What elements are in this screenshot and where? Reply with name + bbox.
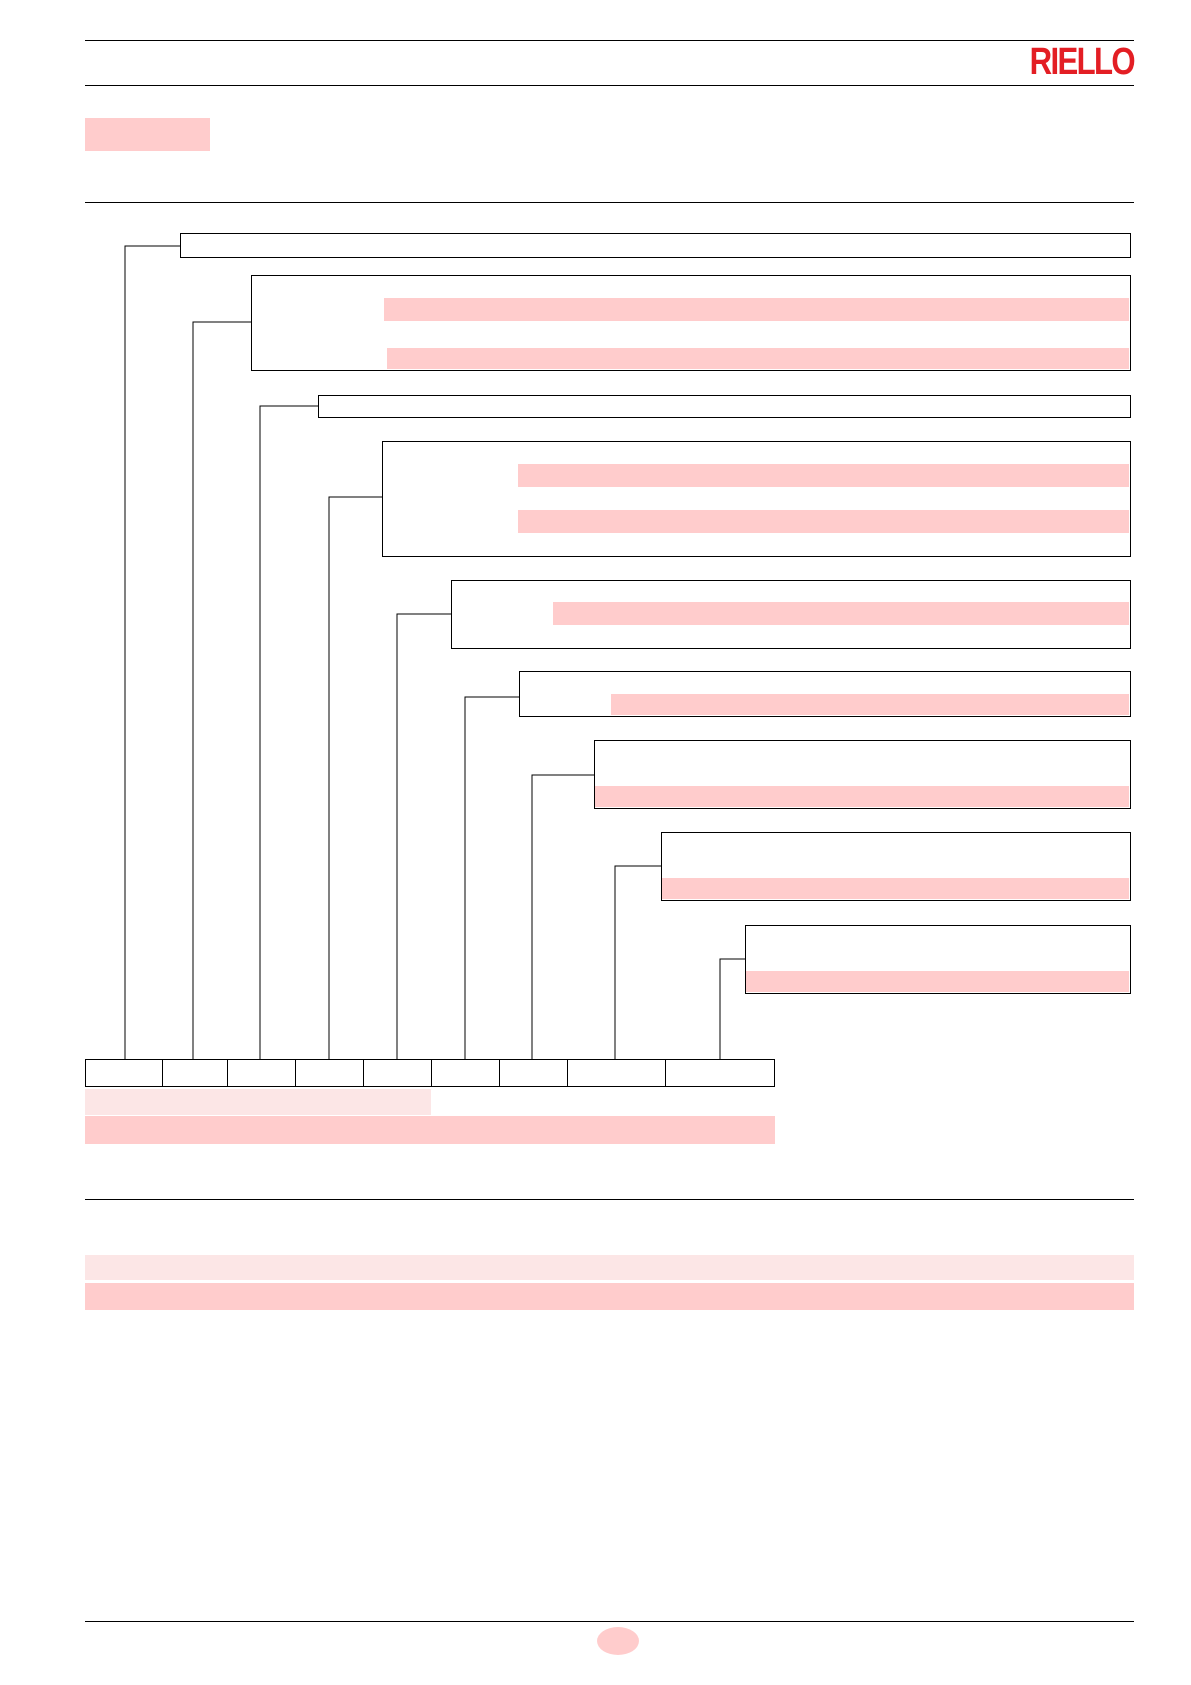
field-box-4-highlight-1 — [518, 464, 1129, 487]
code-cell-3 — [228, 1060, 296, 1086]
section-title — [85, 118, 210, 151]
field-box-6-highlight — [611, 694, 1129, 715]
connector-5 — [396, 613, 451, 1059]
field-box-6 — [519, 671, 1131, 717]
code-cell-row — [85, 1059, 775, 1087]
code-cell-6 — [432, 1060, 500, 1086]
field-box-7 — [594, 740, 1131, 809]
code-cell-9 — [666, 1060, 774, 1086]
code-cell-5 — [364, 1060, 432, 1086]
connector-lines — [124, 245, 745, 1059]
header-bottom-rule — [85, 85, 1134, 86]
connector-4 — [328, 496, 382, 1059]
lower-section-divider — [85, 1199, 1134, 1200]
field-box-2-highlight-2 — [387, 348, 1129, 369]
footer-rule — [85, 1621, 1134, 1622]
code-cell-8 — [568, 1060, 666, 1086]
connector-8 — [614, 865, 661, 1059]
code-cell-4 — [296, 1060, 364, 1086]
lower-text-line-1 — [85, 1255, 1134, 1280]
field-box-7-highlight — [595, 786, 1129, 807]
connector-6 — [464, 696, 519, 1059]
field-box-8-highlight — [662, 878, 1129, 899]
field-box-5 — [451, 580, 1131, 649]
field-box-9-highlight — [746, 971, 1129, 992]
code-cell-7 — [500, 1060, 568, 1086]
code-cell-2 — [163, 1060, 228, 1086]
riello-logo: RIELLO — [1029, 41, 1136, 83]
field-box-3 — [318, 395, 1131, 418]
lower-text-line-2 — [85, 1283, 1134, 1310]
connector-7 — [531, 774, 594, 1059]
field-box-4-highlight-2 — [518, 510, 1129, 533]
code-caption-2 — [85, 1116, 775, 1144]
field-box-1 — [180, 233, 1131, 258]
page-number-marker — [597, 1627, 639, 1655]
field-box-4 — [382, 441, 1131, 557]
code-cell-1 — [86, 1060, 163, 1086]
connector-1 — [124, 245, 180, 1059]
code-caption-1 — [85, 1089, 431, 1115]
connector-3 — [259, 405, 318, 1059]
field-box-9 — [745, 925, 1131, 994]
field-box-2 — [251, 275, 1131, 371]
section-divider — [85, 202, 1134, 203]
header-top-rule — [85, 40, 1134, 41]
field-box-5-highlight — [553, 602, 1129, 625]
connector-9 — [719, 958, 745, 1059]
connector-2 — [192, 321, 251, 1059]
field-box-8 — [661, 832, 1131, 901]
field-box-2-highlight-1 — [384, 298, 1129, 321]
